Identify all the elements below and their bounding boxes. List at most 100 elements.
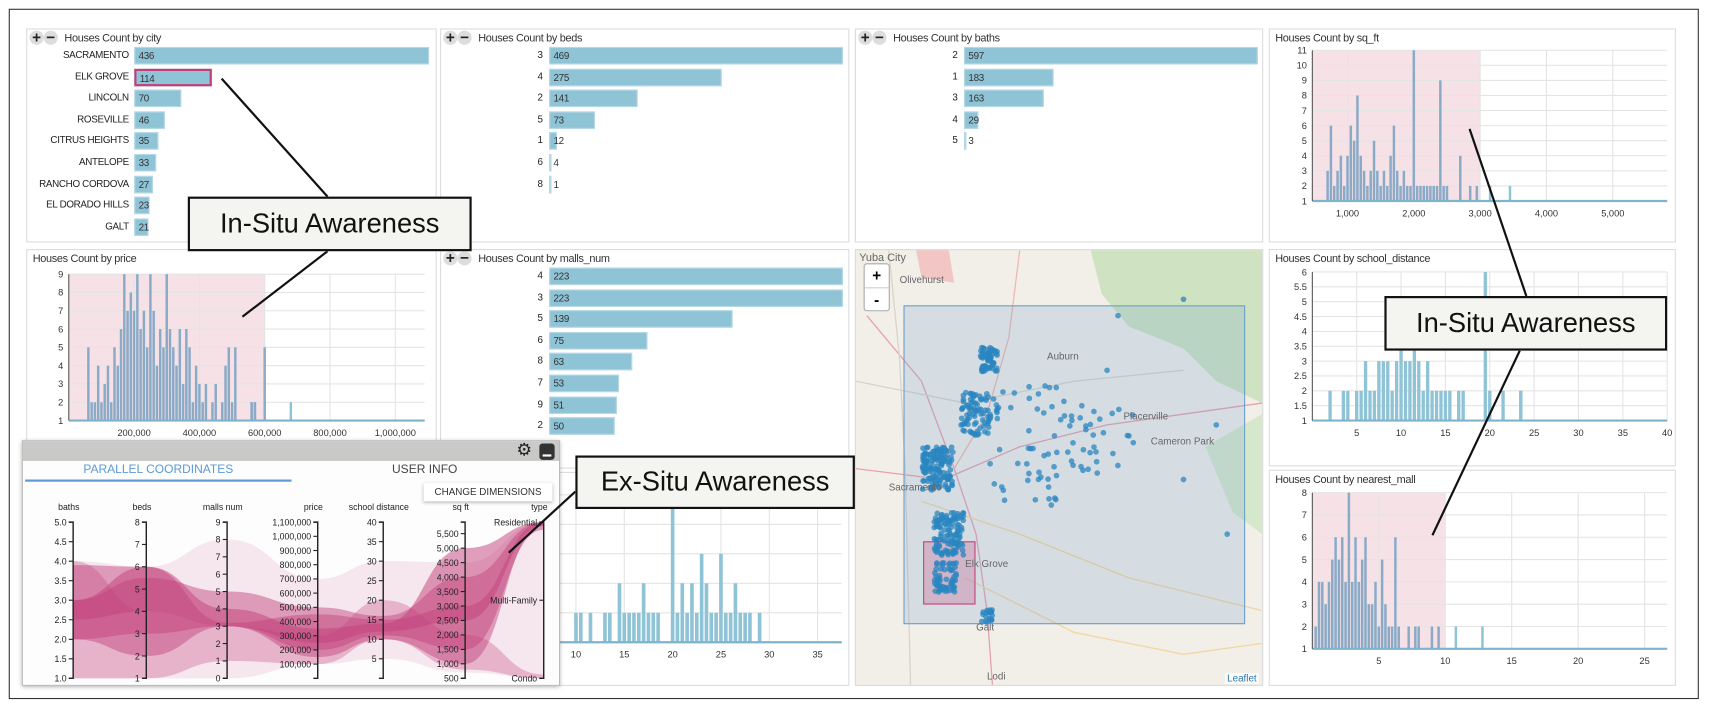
house-point[interactable] <box>951 588 958 595</box>
house-point[interactable] <box>1053 472 1060 479</box>
house-point[interactable] <box>1026 427 1032 434</box>
house-point[interactable] <box>1064 449 1071 455</box>
house-point[interactable] <box>1129 412 1136 418</box>
house-point[interactable] <box>1040 410 1047 416</box>
house-point[interactable] <box>982 420 988 426</box>
house-point[interactable] <box>981 364 988 371</box>
house-point[interactable] <box>969 430 976 436</box>
bar-row[interactable]: 4 29 <box>856 111 1260 129</box>
house-point[interactable] <box>1051 463 1057 470</box>
bar[interactable]: 275 <box>549 68 722 86</box>
house-point[interactable] <box>1104 367 1110 374</box>
house-point[interactable] <box>1035 391 1042 397</box>
house-point[interactable] <box>974 401 981 408</box>
zoom-buttons[interactable]: + − <box>858 29 887 45</box>
bar[interactable]: 3 <box>964 132 974 151</box>
bar-row[interactable]: 3 223 <box>441 289 845 307</box>
house-point[interactable] <box>919 486 926 492</box>
histogram-sqft[interactable]: 1,000 2,000 3,000 4,000 5,000 1 2 3 4 5 6 7 8 9 10 11 <box>1270 29 1675 241</box>
house-point[interactable] <box>967 396 974 403</box>
bar[interactable]: 12 <box>549 132 564 151</box>
house-point[interactable] <box>945 448 952 455</box>
house-point[interactable] <box>1045 476 1051 482</box>
bar-row[interactable]: EL DORADO HILLS 23 <box>27 196 431 215</box>
house-point[interactable] <box>978 396 985 403</box>
bar-row[interactable]: RANCHO CORDOVA 27 <box>27 175 431 193</box>
house-point[interactable] <box>1049 403 1055 410</box>
house-point[interactable] <box>1096 416 1103 422</box>
house-point[interactable] <box>959 542 966 548</box>
leaflet-attribution[interactable]: Leaflet <box>1224 672 1259 684</box>
house-point[interactable] <box>938 533 944 539</box>
map-panel[interactable]: Yuba City Olivehurst Auburn Placerville Came… <box>854 249 1264 686</box>
bar[interactable]: 29 <box>964 111 979 129</box>
tab-parallel-coordinates[interactable]: PARALLEL COORDINATES <box>25 463 292 482</box>
house-point[interactable] <box>939 450 945 457</box>
house-point[interactable] <box>923 458 930 464</box>
house-point[interactable] <box>958 415 965 422</box>
house-point[interactable] <box>943 576 950 583</box>
bar-row[interactable]: 2 141 <box>441 89 845 108</box>
house-point[interactable] <box>951 540 958 547</box>
bar[interactable]: 50 <box>549 417 616 435</box>
house-point[interactable] <box>939 461 945 467</box>
house-point[interactable] <box>985 424 992 431</box>
house-point[interactable] <box>1051 433 1058 439</box>
histogram-price[interactable]: 200,000 400,000 600,000 800,000 1,000,000 1 2 3… <box>27 250 435 468</box>
house-point[interactable] <box>1042 383 1048 389</box>
bar-row[interactable]: 6 75 <box>441 331 845 350</box>
bar-row[interactable]: SACRAMENTO 436 <box>27 46 431 65</box>
house-point[interactable] <box>920 445 926 452</box>
house-point[interactable] <box>1213 422 1220 428</box>
house-point[interactable] <box>1032 496 1039 503</box>
minimize-button[interactable] <box>539 443 555 460</box>
house-point[interactable] <box>937 584 944 591</box>
house-point[interactable] <box>968 404 974 410</box>
house-point[interactable] <box>1051 495 1058 501</box>
bar-row[interactable]: ROSEVILLE 46 <box>27 111 431 129</box>
house-point[interactable] <box>1069 417 1075 424</box>
minus-icon[interactable]: − <box>43 29 58 45</box>
house-point[interactable] <box>976 406 982 413</box>
house-point[interactable] <box>1180 296 1187 303</box>
bar[interactable]: 33 <box>134 154 157 172</box>
house-point[interactable] <box>943 533 950 539</box>
map-zoom-in-button[interactable]: + <box>864 264 889 289</box>
bar-row[interactable]: 3 163 <box>856 89 1260 108</box>
bar-row[interactable]: GALT 21 <box>27 218 431 236</box>
house-point[interactable] <box>1011 390 1018 396</box>
house-point[interactable] <box>1087 421 1094 428</box>
house-point[interactable] <box>944 458 950 465</box>
bar-row[interactable]: 2 597 <box>856 46 1260 65</box>
house-point[interactable] <box>958 524 965 531</box>
bar[interactable]: 183 <box>964 68 1055 86</box>
house-point[interactable] <box>1036 469 1042 476</box>
house-point[interactable] <box>1061 398 1067 405</box>
house-point[interactable] <box>960 552 967 558</box>
house-point[interactable] <box>1041 452 1047 459</box>
house-point[interactable] <box>1091 408 1097 415</box>
house-point[interactable] <box>930 455 937 461</box>
bar[interactable]: 23 <box>134 196 150 215</box>
bar[interactable]: 469 <box>549 46 843 65</box>
house-point[interactable] <box>1180 476 1187 483</box>
house-point[interactable] <box>934 520 941 527</box>
house-point[interactable] <box>1079 402 1085 409</box>
house-point[interactable] <box>940 469 947 476</box>
bar-row[interactable]: 4 223 <box>441 267 845 286</box>
house-point[interactable] <box>952 564 958 570</box>
house-point[interactable] <box>1116 406 1122 413</box>
house-point[interactable] <box>1093 449 1099 455</box>
house-point[interactable] <box>1026 383 1032 390</box>
minus-icon[interactable]: − <box>872 29 887 45</box>
house-point[interactable] <box>934 561 940 568</box>
bar[interactable]: 163 <box>964 89 1045 108</box>
house-point[interactable] <box>1026 395 1033 402</box>
house-point[interactable] <box>1110 450 1116 457</box>
map-zoom-control[interactable]: + - <box>863 263 890 312</box>
house-point[interactable] <box>984 607 990 614</box>
house-point[interactable] <box>994 415 1001 422</box>
house-point[interactable] <box>958 514 965 521</box>
house-point[interactable] <box>933 549 940 556</box>
